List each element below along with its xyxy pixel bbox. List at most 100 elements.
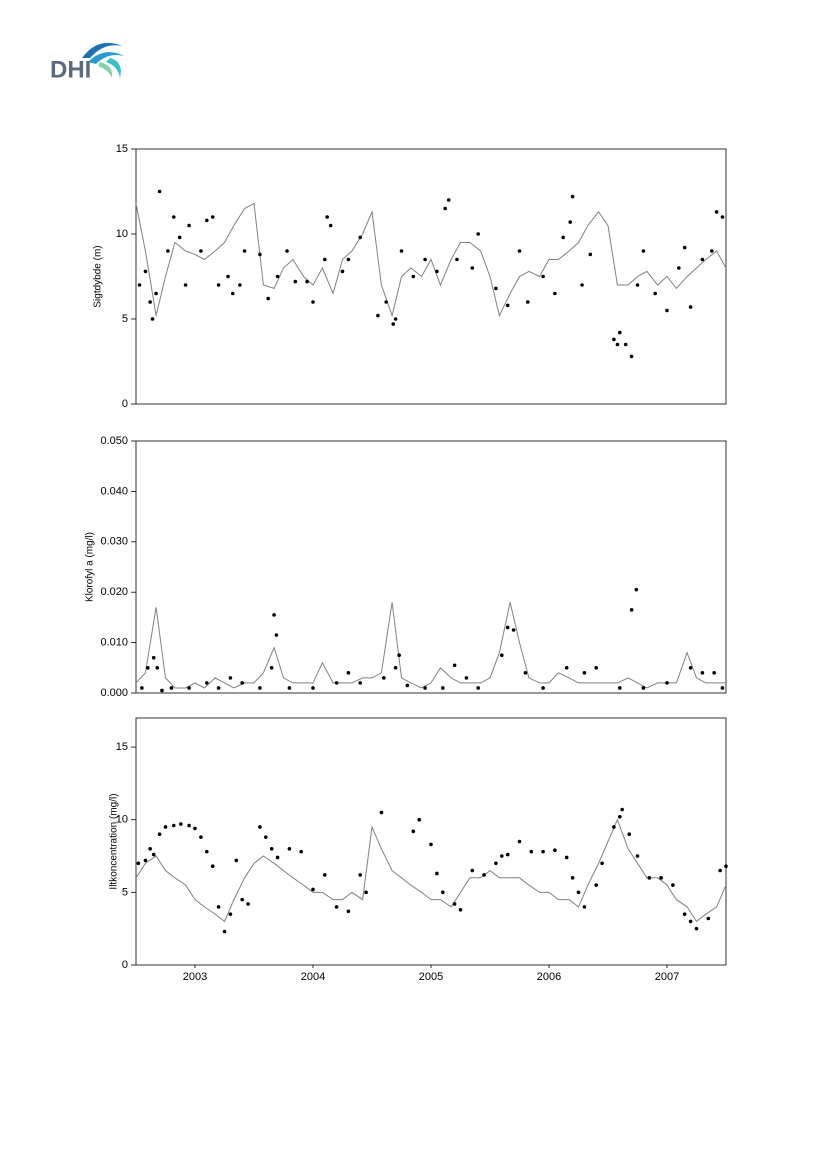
data-point [179, 822, 183, 826]
data-point [171, 215, 176, 219]
data-point [216, 905, 221, 909]
data-point [553, 291, 557, 296]
y-tick-label: 0.050 [100, 435, 128, 447]
data-point [423, 686, 427, 690]
data-point [523, 671, 528, 675]
data-point [423, 257, 427, 262]
data-point [275, 855, 280, 860]
data-point [612, 825, 616, 829]
data-point [620, 807, 624, 812]
data-point [205, 681, 209, 685]
data-point [264, 835, 268, 839]
data-point [720, 686, 725, 690]
data-point [688, 305, 693, 309]
data-point [305, 279, 309, 284]
data-point [553, 848, 557, 853]
logo: DHI [50, 42, 124, 83]
data-point [364, 890, 368, 895]
data-point [682, 245, 687, 250]
y-tick-label: 15 [116, 741, 128, 753]
data-point [136, 861, 141, 866]
data-point [151, 852, 156, 857]
data-point [205, 849, 209, 854]
data-point [340, 269, 345, 274]
data-point [150, 317, 155, 321]
y-tick-label: 10 [116, 814, 128, 826]
data-point [612, 337, 616, 342]
data-point [411, 829, 416, 834]
data-point [564, 666, 569, 670]
data-point [311, 300, 315, 304]
data-point [146, 666, 150, 670]
data-point [258, 825, 262, 829]
data-point [541, 274, 545, 279]
x-tick-label: 2003 [183, 971, 207, 983]
data-point [441, 890, 445, 895]
plot-frame [135, 148, 727, 405]
data-point [435, 871, 439, 876]
data-point [476, 686, 481, 690]
data-point [688, 919, 693, 924]
data-point [505, 303, 510, 308]
data-point [706, 916, 711, 921]
data-point [494, 286, 498, 291]
data-point [258, 252, 262, 257]
data-point [293, 279, 298, 284]
data-point [682, 912, 687, 916]
y-tick-label: 0.020 [100, 586, 128, 598]
data-point [500, 854, 504, 858]
plot-frame [135, 440, 727, 694]
data-point [511, 628, 516, 632]
data-point [623, 342, 628, 347]
x-tick-label: 2004 [301, 971, 325, 983]
data-point [618, 330, 622, 335]
data-point [443, 206, 447, 211]
data-point [561, 235, 565, 240]
data-point [594, 883, 598, 887]
data-point [234, 858, 239, 863]
data-point [391, 322, 396, 326]
data-point [600, 861, 604, 866]
data-point [470, 868, 475, 873]
data-point [714, 210, 719, 214]
data-point [358, 681, 363, 685]
y-tick-label: 0 [122, 398, 128, 410]
data-point [323, 873, 327, 877]
data-point [228, 912, 233, 916]
data-point [287, 846, 292, 851]
y-tick-label: 10 [116, 228, 128, 240]
data-point [417, 817, 422, 822]
data-point [228, 676, 233, 680]
data-point [629, 608, 634, 612]
data-point [505, 625, 510, 630]
data-point [187, 223, 191, 228]
data-point [171, 823, 176, 828]
y-tick-label: 5 [122, 886, 128, 898]
data-point [148, 300, 152, 304]
data-point [688, 666, 693, 670]
data-point [169, 686, 174, 690]
data-point [500, 653, 504, 657]
data-point [199, 835, 203, 839]
data-point [358, 873, 363, 877]
chart: 0 5 10 15 Sigtdybde (m) [93, 143, 727, 410]
data-point [517, 839, 522, 844]
data-point [240, 681, 244, 685]
data-point [143, 858, 148, 863]
data-point [541, 686, 545, 690]
data-point [379, 810, 384, 815]
data-point [157, 832, 162, 837]
data-point [160, 688, 164, 693]
data-point [226, 274, 230, 279]
data-point [274, 633, 279, 637]
data-point [275, 274, 280, 279]
data-point [177, 235, 182, 240]
x-tick-label: 2006 [537, 971, 561, 983]
data-point [242, 249, 247, 253]
data-point [452, 663, 457, 668]
data-point [635, 854, 640, 858]
data-point [576, 890, 581, 895]
data-point [157, 189, 162, 194]
data-point [564, 855, 569, 860]
data-point [700, 257, 705, 262]
